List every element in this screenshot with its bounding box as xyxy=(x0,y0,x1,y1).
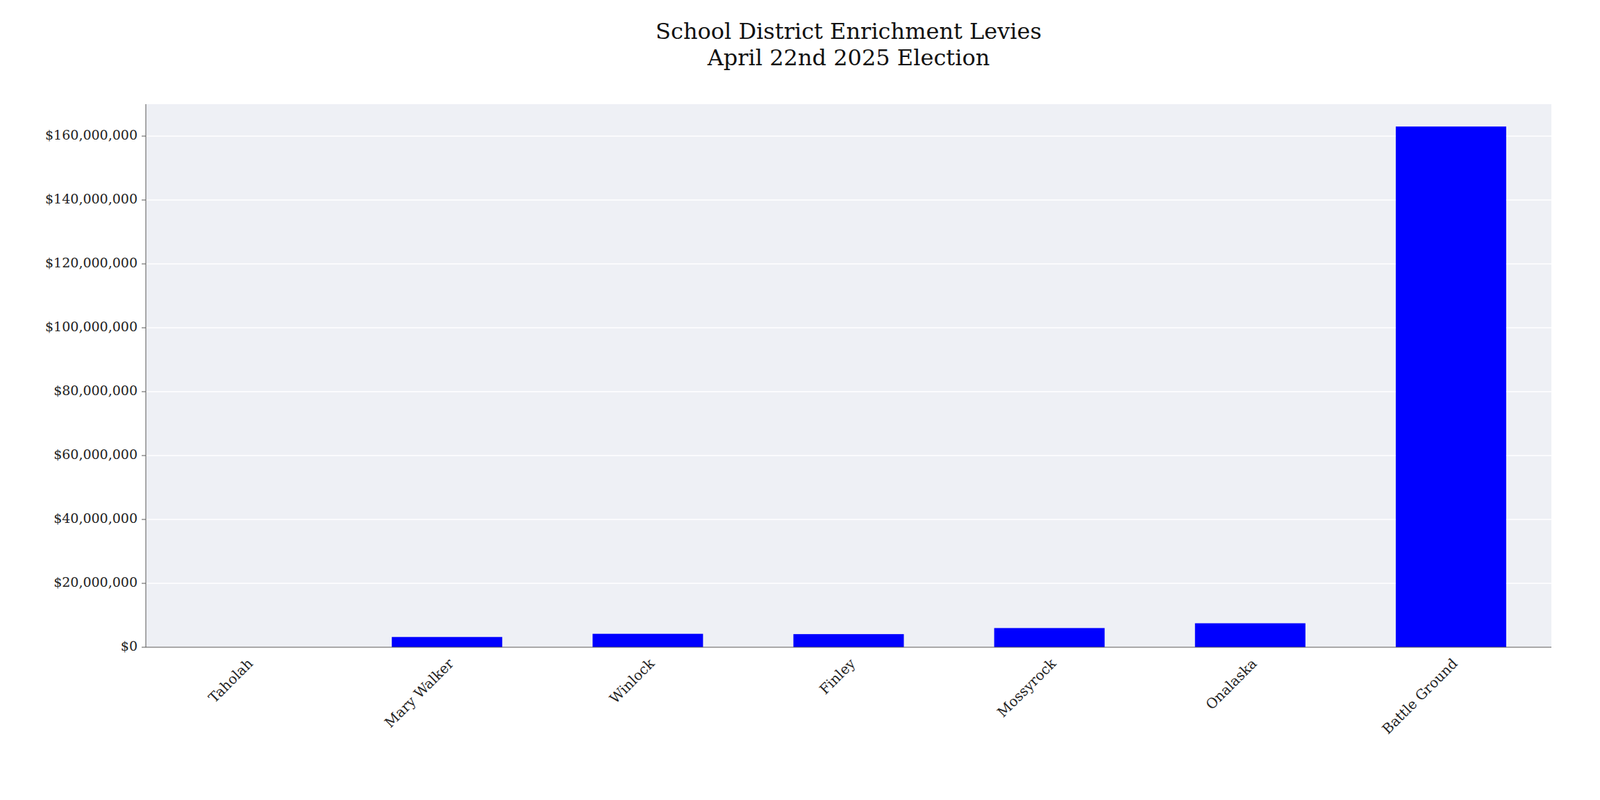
grid-line xyxy=(145,518,1552,521)
y-tick-label: $20,000,000 xyxy=(53,574,138,590)
grid xyxy=(145,136,1552,648)
title: School District Enrichment LeviesApril 2… xyxy=(655,18,1042,71)
x-axis-line xyxy=(145,647,1552,648)
y-axis: $0 $20,000,000 $40,000,000 $60,000,000 $80,0… xyxy=(45,104,146,654)
grid-line xyxy=(145,263,1552,265)
y-tick xyxy=(141,391,146,393)
y-tick-label: $80,000,000 xyxy=(53,382,138,398)
y-tick-label: $100,000,000 xyxy=(45,318,138,335)
grid-line xyxy=(145,199,1552,201)
x-tick-label: Taholah xyxy=(204,654,257,707)
grid-line xyxy=(145,327,1552,329)
y-tick xyxy=(141,136,146,137)
x-axis: Taholah Mary Walker Winlock Finley Mossyrock… xyxy=(145,647,1552,738)
y-tick-label: $40,000,000 xyxy=(53,510,138,526)
y-tick-label: $0 xyxy=(120,638,138,654)
bar xyxy=(1395,126,1507,648)
y-tick xyxy=(141,327,146,329)
grid-line xyxy=(145,135,1552,137)
y-tick-label: $160,000,000 xyxy=(45,127,138,143)
y-tick xyxy=(141,583,146,585)
x-tick-label: Winlock xyxy=(606,654,659,707)
x-tick-label: Onalaska xyxy=(1202,654,1260,713)
bar xyxy=(1195,623,1306,648)
chart-container: $0 $20,000,000 $40,000,000 $60,000,000 $80,0… xyxy=(0,0,1600,800)
bar xyxy=(391,636,503,648)
y-tick xyxy=(141,647,146,648)
bar xyxy=(994,627,1105,648)
bars xyxy=(391,126,1507,648)
y-tick xyxy=(141,263,146,265)
y-tick-label: $60,000,000 xyxy=(53,446,138,462)
x-tick-label: Battle Ground xyxy=(1378,654,1462,738)
x-tick-label: Mossyrock xyxy=(993,654,1060,721)
grid-line xyxy=(145,582,1552,585)
grid-line xyxy=(145,390,1552,393)
bar xyxy=(793,634,904,648)
y-tick xyxy=(141,455,146,457)
y-tick xyxy=(141,519,146,521)
title-line: School District Enrichment Levies xyxy=(655,18,1042,45)
plot-background xyxy=(145,104,1552,648)
chart-svg: $0 $20,000,000 $40,000,000 $60,000,000 $80,0… xyxy=(0,0,1600,800)
title-line: April 22nd 2025 Election xyxy=(706,44,991,71)
grid-line xyxy=(145,454,1552,457)
y-tick-label: $140,000,000 xyxy=(45,190,138,207)
y-tick-label: $120,000,000 xyxy=(45,254,138,271)
y-axis-line xyxy=(145,104,147,648)
x-tick-label: Finley xyxy=(815,654,860,698)
bar xyxy=(592,634,703,648)
x-tick-label: Mary Walker xyxy=(381,654,457,731)
y-tick xyxy=(141,200,146,201)
